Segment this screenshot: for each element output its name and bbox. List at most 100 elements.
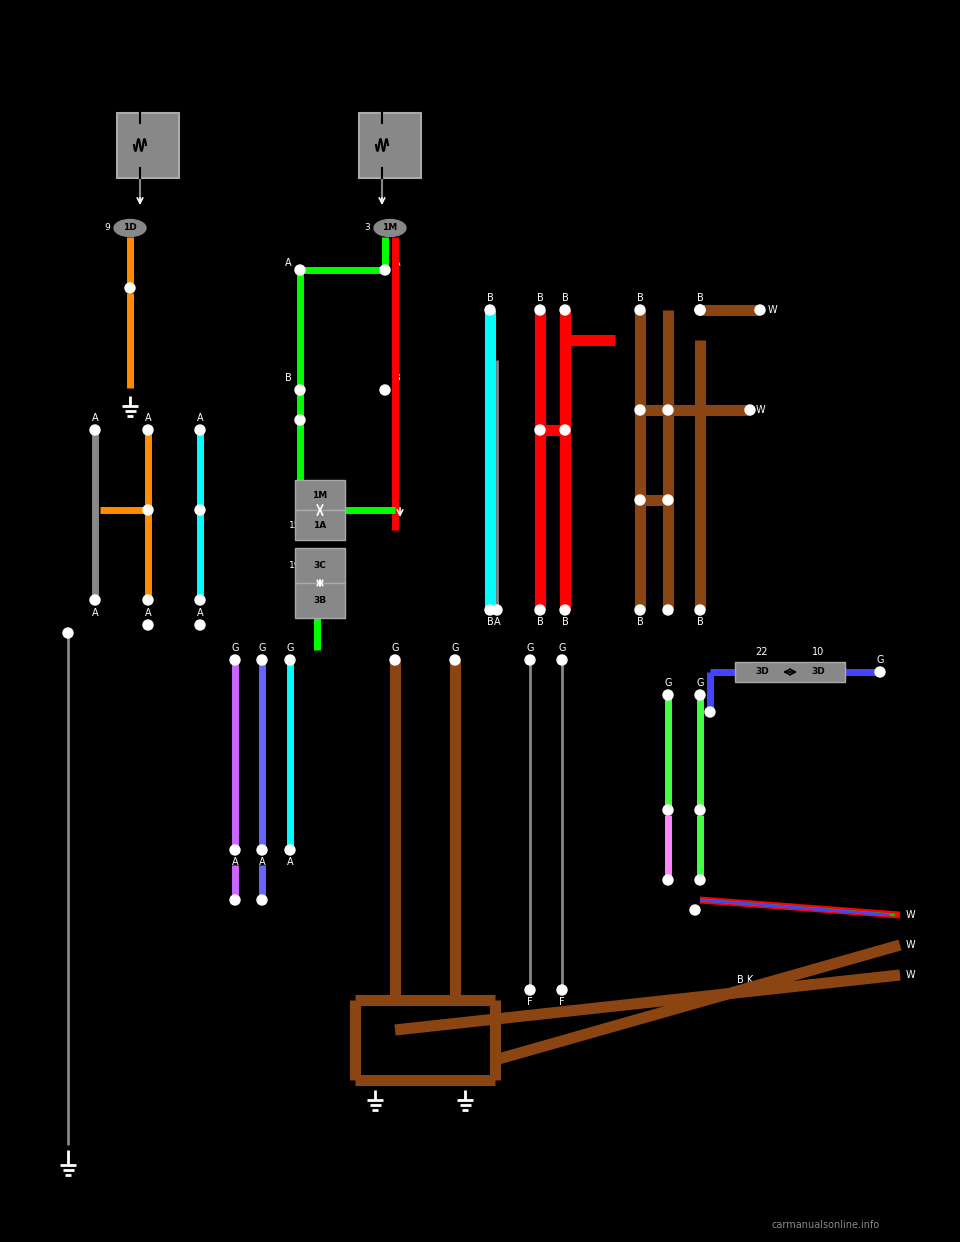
Text: W: W: [905, 910, 915, 920]
FancyBboxPatch shape: [295, 479, 345, 510]
Text: B: B: [394, 373, 400, 383]
Text: B: B: [537, 617, 543, 627]
Text: G: G: [526, 643, 534, 653]
Text: 7. 5A
IGN: 7. 5A IGN: [156, 133, 183, 156]
Circle shape: [663, 876, 673, 886]
Text: 15: 15: [289, 520, 300, 529]
Circle shape: [635, 306, 645, 315]
Text: A: A: [145, 609, 152, 619]
Text: A: A: [145, 414, 152, 424]
Text: A: A: [92, 609, 98, 619]
Text: A: A: [285, 258, 291, 268]
Text: G: G: [286, 643, 294, 653]
Text: 1D: 1D: [123, 224, 137, 232]
Text: B: B: [697, 293, 704, 303]
Text: 1M: 1M: [382, 224, 397, 232]
Text: 19: 19: [289, 561, 300, 570]
Text: B: B: [284, 373, 292, 383]
Circle shape: [295, 415, 305, 425]
Text: 15A
STOP: 15A STOP: [398, 133, 425, 156]
FancyBboxPatch shape: [295, 510, 345, 540]
Text: F: F: [527, 997, 533, 1007]
Circle shape: [535, 605, 545, 615]
Text: W: W: [756, 405, 765, 415]
Ellipse shape: [114, 220, 146, 236]
Text: G: G: [876, 655, 884, 664]
Circle shape: [695, 605, 705, 615]
Text: B: B: [537, 293, 543, 303]
Circle shape: [285, 845, 295, 854]
Circle shape: [745, 405, 755, 415]
Circle shape: [143, 505, 153, 515]
Circle shape: [635, 605, 645, 615]
Circle shape: [695, 805, 705, 815]
Circle shape: [525, 655, 535, 664]
Text: 6: 6: [295, 491, 300, 499]
Circle shape: [663, 805, 673, 815]
Text: 22: 22: [756, 647, 768, 657]
Ellipse shape: [802, 663, 834, 681]
Text: B: B: [487, 293, 493, 303]
Text: B: B: [636, 293, 643, 303]
Text: G: G: [231, 643, 239, 653]
Circle shape: [143, 620, 153, 630]
Circle shape: [257, 655, 267, 664]
Circle shape: [485, 605, 495, 615]
Text: 3C: 3C: [314, 561, 326, 570]
Circle shape: [695, 691, 705, 700]
FancyBboxPatch shape: [359, 113, 421, 178]
Circle shape: [285, 655, 295, 664]
FancyBboxPatch shape: [735, 662, 845, 682]
Text: A: A: [287, 857, 294, 867]
Circle shape: [525, 985, 535, 995]
Text: G: G: [696, 678, 704, 688]
Circle shape: [535, 425, 545, 435]
Circle shape: [230, 895, 240, 905]
Circle shape: [125, 283, 135, 293]
FancyBboxPatch shape: [295, 548, 345, 582]
Circle shape: [695, 306, 705, 315]
Circle shape: [560, 605, 570, 615]
Text: F: F: [559, 997, 564, 1007]
Text: A: A: [258, 857, 265, 867]
Circle shape: [380, 385, 390, 395]
Text: B: B: [487, 617, 493, 627]
Text: G: G: [451, 643, 459, 653]
Text: 4: 4: [295, 596, 300, 605]
Text: A: A: [231, 857, 238, 867]
Text: 9: 9: [105, 224, 110, 232]
Circle shape: [663, 605, 673, 615]
Text: 3D: 3D: [756, 667, 769, 677]
Text: B K: B K: [737, 975, 754, 985]
Circle shape: [90, 595, 100, 605]
Text: A: A: [197, 414, 204, 424]
Text: carmanualsonline.info: carmanualsonline.info: [772, 1220, 880, 1230]
Circle shape: [705, 707, 715, 717]
Text: B: B: [562, 617, 568, 627]
Circle shape: [663, 691, 673, 700]
Circle shape: [295, 385, 305, 395]
Circle shape: [143, 595, 153, 605]
Circle shape: [257, 845, 267, 854]
Text: 3: 3: [364, 224, 370, 232]
Text: W: W: [767, 306, 777, 315]
Circle shape: [257, 895, 267, 905]
Text: A: A: [394, 258, 400, 268]
Text: G: G: [258, 643, 266, 653]
Circle shape: [635, 496, 645, 505]
Circle shape: [690, 905, 700, 915]
Text: 1M: 1M: [312, 491, 327, 499]
Circle shape: [143, 425, 153, 435]
Circle shape: [695, 306, 705, 315]
Circle shape: [485, 306, 495, 315]
Text: A: A: [92, 414, 98, 424]
Text: G: G: [664, 678, 672, 688]
Circle shape: [90, 425, 100, 435]
Circle shape: [195, 425, 205, 435]
Text: B: B: [697, 617, 704, 627]
Text: 1A: 1A: [313, 520, 326, 529]
Text: A: A: [493, 617, 500, 627]
FancyBboxPatch shape: [295, 582, 345, 619]
Circle shape: [230, 655, 240, 664]
Circle shape: [635, 405, 645, 415]
